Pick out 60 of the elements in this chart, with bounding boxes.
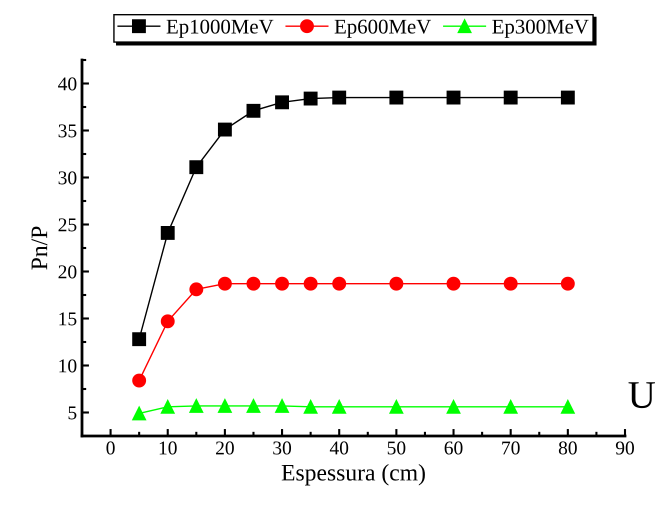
point (560, 400, 575, 414)
point (332, 276, 346, 291)
point (332, 90, 346, 105)
x-tick-label: 20 (216, 441, 234, 455)
point (504, 400, 518, 414)
point (132, 374, 146, 388)
x-tick-label: 30 (273, 441, 292, 455)
point (246, 398, 260, 413)
point (160, 314, 175, 328)
point (189, 398, 204, 413)
point (160, 226, 175, 240)
point (275, 95, 289, 110)
point (218, 398, 232, 413)
point (304, 400, 318, 414)
point (189, 160, 204, 174)
x-tick-label: 40 (330, 441, 348, 455)
point (446, 90, 460, 105)
point (560, 90, 575, 105)
y-tick-label: 35 (58, 124, 76, 138)
point (218, 122, 232, 137)
y-tick-label: 25 (58, 218, 76, 232)
x-tick-label: 10 (160, 441, 177, 455)
point (246, 104, 260, 118)
legend-label: Ep300MeV (492, 20, 589, 38)
legend-label: Ep1000MeV (166, 20, 274, 38)
point (389, 90, 404, 105)
y-tick-label: 5 (68, 406, 76, 420)
y-axis-title: Pn/P (32, 226, 48, 270)
point (504, 276, 518, 291)
point (246, 276, 260, 291)
point (389, 400, 404, 414)
x-tick-label: 60 (444, 441, 463, 455)
point (132, 332, 146, 346)
point (304, 276, 318, 291)
y-tick-label: 20 (58, 265, 76, 278)
point (304, 92, 318, 106)
y-tick-label: 15 (59, 312, 76, 326)
y-tick-label: 40 (58, 77, 76, 90)
x-axis-title: Espessura (cm) (282, 464, 425, 486)
point (504, 90, 518, 105)
x-tick-label: 0 (106, 441, 115, 455)
text: U (628, 382, 655, 408)
legend-label: Ep600MeV (334, 20, 432, 38)
x-tick-label: 50 (388, 441, 406, 455)
point (560, 276, 575, 291)
point (132, 406, 146, 420)
point (275, 276, 289, 291)
point (218, 276, 232, 291)
point (446, 276, 460, 291)
x-tick-label: 90 (616, 441, 634, 455)
point (332, 400, 346, 414)
point (275, 398, 289, 413)
point (189, 282, 204, 296)
point (160, 400, 175, 414)
y-tick-label: 10 (59, 359, 76, 372)
x-tick-label: 80 (558, 441, 577, 455)
x-tick-label: 70 (502, 441, 520, 455)
y-tick-label: 30 (58, 171, 76, 184)
point (389, 276, 404, 291)
point (446, 400, 460, 414)
